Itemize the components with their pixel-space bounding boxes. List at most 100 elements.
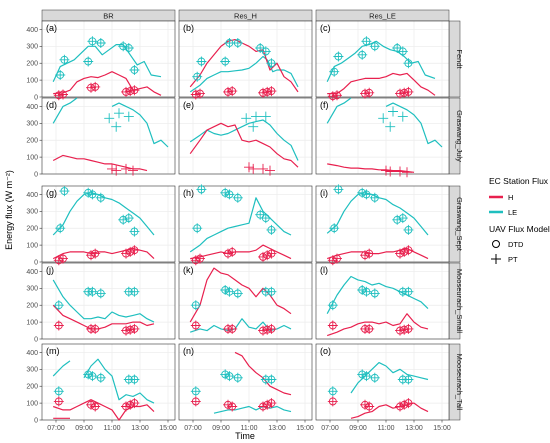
le-pt-point [369, 372, 380, 383]
h-pt-point [195, 253, 205, 264]
le-pt-point [357, 369, 368, 380]
h-pt-point [53, 255, 64, 266]
h-pt-point [332, 90, 342, 101]
x-tick-label: 15:00 [296, 425, 314, 432]
h-pt-point [265, 165, 275, 176]
x-tick-label: 15:00 [433, 425, 451, 432]
h-pt-point [395, 88, 405, 99]
y-tick-label: 300 [26, 286, 38, 293]
le-pt-point [59, 54, 70, 65]
le-pt-point [59, 186, 70, 197]
panel-label: (h) [183, 188, 194, 198]
y-tick-label: 200 [26, 226, 38, 233]
panel-border [41, 185, 176, 263]
le-pt-point [361, 189, 372, 200]
panel-border [178, 343, 313, 421]
panels-layer: BR Res_H Res_LE Fendt Graswang_July Graswang_… [26, 9, 464, 432]
x-tick-label: 09:00 [75, 425, 93, 432]
panel-border [41, 343, 176, 421]
h-pt-point [266, 398, 277, 409]
le-pt-point [329, 66, 340, 77]
le-series-line [189, 55, 299, 93]
panel-border [178, 97, 313, 175]
h-pt-point [360, 250, 370, 261]
y-axis-title: Energy flux (W m⁻²) [4, 170, 14, 250]
h-pt-point [258, 87, 268, 98]
panel-background [316, 263, 449, 339]
le-series-line [52, 279, 155, 323]
panel-background [316, 186, 449, 262]
h-pt-point [258, 163, 268, 174]
h-pt-point [129, 398, 140, 409]
x-tick-label: 09:00 [212, 425, 230, 432]
y-tick-label: 400 [26, 350, 38, 357]
h-pt-point [395, 248, 405, 259]
h-pt-point [129, 323, 140, 334]
panel-background [316, 98, 449, 174]
panel-border [41, 20, 176, 98]
le-pt-point [248, 121, 259, 132]
h-pt-point [86, 250, 96, 261]
le-pt-point [196, 184, 207, 195]
h-pt-point [262, 324, 273, 335]
y-tick-label: 0 [34, 336, 38, 343]
h-series-line [52, 304, 155, 330]
panel-background [179, 344, 312, 420]
le-pt-point [369, 41, 380, 52]
h-pt-point [266, 323, 277, 334]
y-tick-label: 100 [26, 320, 38, 327]
panel-border [41, 97, 176, 175]
h-pt-point [364, 248, 375, 259]
x-tick-label: 11:00 [104, 425, 121, 432]
row-strip-label: Fendt [455, 49, 464, 69]
le-pt-point [403, 58, 414, 69]
h-pt-point [121, 325, 131, 336]
y-tick-label: 400 [26, 269, 38, 276]
y-tick-label: 0 [34, 417, 38, 424]
le-pt-point [123, 43, 134, 53]
le-pt-point [83, 56, 94, 67]
h-pt-point [403, 245, 414, 256]
le-pt-point [224, 38, 235, 48]
le-pt-point [129, 226, 140, 237]
le-pt-point [361, 286, 372, 297]
h-pt-point [385, 166, 396, 177]
h-series-line [189, 267, 292, 323]
le-pt-point [196, 56, 207, 67]
le-pt-point [357, 49, 368, 60]
le-pt-point [255, 209, 266, 220]
h-series-line [189, 39, 299, 93]
le-pt-point [232, 192, 243, 203]
le-pt-point [87, 36, 98, 47]
x-tick-label: 09:00 [349, 425, 367, 432]
le-pt-point [114, 108, 124, 119]
h-pt-point [360, 88, 370, 99]
row-strip-label: Mooseurach_Tall [455, 354, 464, 411]
le-pt-point [397, 213, 408, 224]
le-pt-point [333, 184, 344, 195]
h-pt-point [258, 401, 268, 412]
h-pt-point [244, 162, 254, 173]
le-pt-point [95, 38, 106, 48]
h-pt-point [227, 86, 238, 97]
h-pt-point [364, 401, 375, 412]
y-tick-label: 400 [26, 27, 38, 34]
le-pt-point [403, 286, 414, 297]
le-pt-point [104, 113, 115, 124]
h-pt-point [248, 163, 259, 174]
y-tick-label: 200 [26, 61, 38, 68]
le-pt-point [369, 288, 380, 299]
h-pt-point [190, 320, 201, 331]
panel-label: (e) [183, 100, 194, 110]
le-series-line [189, 197, 292, 253]
le-pt-point [83, 369, 94, 380]
le-pt-point [53, 300, 64, 311]
le-pt-point [266, 374, 277, 385]
h-pt-point [266, 248, 277, 259]
y-tick-label: 200 [26, 138, 38, 145]
y-tick-label: 300 [26, 121, 38, 128]
h-pt-point [327, 255, 338, 266]
h-pt-point [360, 399, 370, 410]
y-tick-label: 0 [34, 94, 38, 101]
